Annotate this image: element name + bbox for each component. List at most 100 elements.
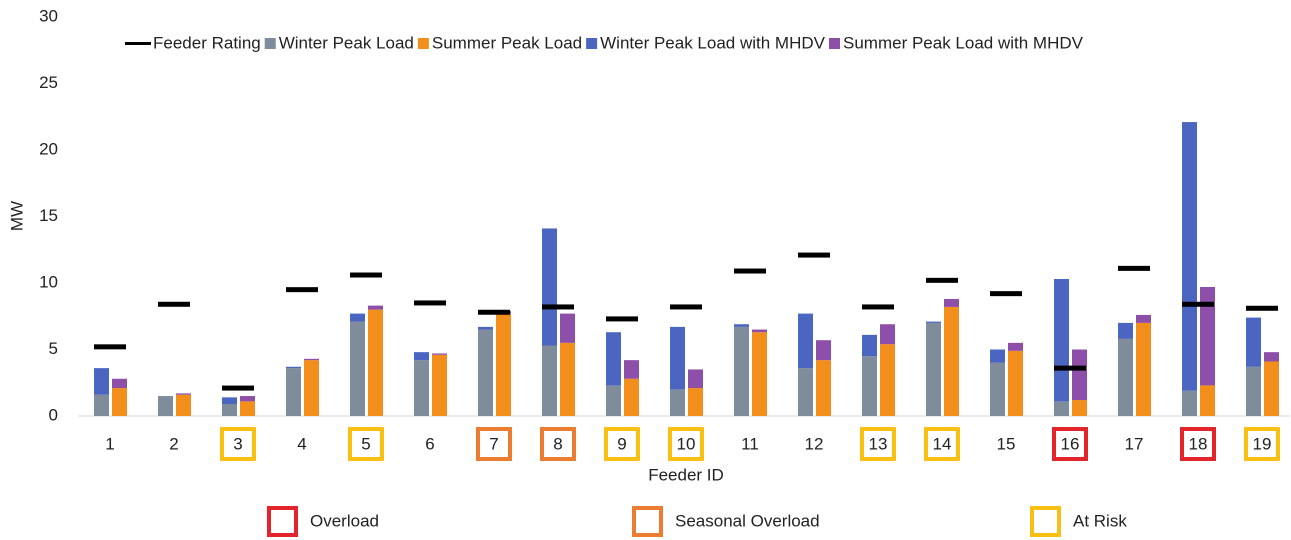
bar-segment <box>478 326 493 330</box>
x-tick-label: 2 <box>169 434 178 453</box>
rating-marker <box>1054 365 1086 371</box>
bar-segment <box>624 360 639 379</box>
bar-segment <box>1246 366 1261 416</box>
bar-segment <box>734 324 749 327</box>
bar-segment <box>414 360 429 416</box>
bar-segment <box>688 369 703 389</box>
rating-marker <box>990 291 1022 297</box>
bar-segment <box>94 394 109 416</box>
bar-segment <box>862 356 877 416</box>
bar-segment <box>1200 385 1215 416</box>
bar-segment <box>990 349 1005 363</box>
rating-marker <box>350 272 382 278</box>
bar-segment <box>176 394 191 416</box>
bar-segment <box>368 305 383 310</box>
bar-segment <box>1054 279 1069 402</box>
legend-label: Winter Peak Load with MHDV <box>600 33 826 52</box>
legend-swatch <box>829 38 840 49</box>
bar-segment <box>944 298 959 307</box>
x-tick-label: 9 <box>617 434 626 453</box>
bar-segment <box>560 342 575 416</box>
legend-swatch <box>125 42 151 45</box>
status-box <box>540 427 576 461</box>
bar-segment <box>350 313 365 322</box>
bar-segment <box>606 385 621 416</box>
bar-segment <box>944 306 959 416</box>
y-axis-title: MW <box>7 201 26 231</box>
x-tick-label: 10 <box>677 434 696 453</box>
status-legend-label: Seasonal Overload <box>675 511 820 530</box>
bar-segment <box>1008 342 1023 351</box>
rating-marker <box>286 287 318 293</box>
x-tick-label: 17 <box>1125 434 1144 453</box>
bar-segment <box>862 334 877 357</box>
bar-segment <box>222 397 237 405</box>
bar-segment <box>816 360 831 416</box>
status-legend-box <box>632 506 663 537</box>
bar-segment <box>560 313 575 343</box>
legend-swatch <box>417 38 429 49</box>
rating-marker <box>542 304 574 310</box>
x-tick-label: 12 <box>805 434 824 453</box>
x-tick-label: 4 <box>297 434 306 453</box>
y-tick-label: 20 <box>39 139 58 158</box>
bar-segment <box>752 329 767 333</box>
bar-segment <box>1072 349 1087 401</box>
status-legend-label: At Risk <box>1073 511 1127 530</box>
bar-segment <box>304 360 319 416</box>
bar-segment <box>240 396 255 402</box>
bar-segment <box>94 368 109 395</box>
bar-segment <box>1200 286 1215 386</box>
y-tick-label: 10 <box>39 272 58 291</box>
bar-segment <box>1264 352 1279 362</box>
rating-marker <box>94 344 126 350</box>
status-box <box>604 427 640 461</box>
x-tick-label: 6 <box>425 434 434 453</box>
status-box <box>348 427 384 461</box>
y-tick-label: 15 <box>39 206 58 225</box>
bar-segment <box>1136 314 1151 323</box>
x-tick-label: 14 <box>933 434 952 453</box>
status-legend-label: Overload <box>310 511 379 530</box>
legend-swatch <box>264 38 276 49</box>
bar-segment <box>606 332 621 386</box>
rating-marker <box>1118 265 1150 271</box>
bar-segment <box>880 324 895 345</box>
status-box <box>924 427 960 461</box>
bar-segment <box>1264 361 1279 416</box>
bar-segment <box>1182 122 1197 391</box>
bar-segment <box>1136 322 1151 416</box>
rating-marker <box>798 252 830 258</box>
x-axis-title: Feeder ID <box>648 465 724 484</box>
bar-segment <box>414 352 429 361</box>
status-box <box>668 427 704 461</box>
rating-marker <box>734 268 766 274</box>
bar-segment <box>798 368 813 416</box>
x-tick-label: 7 <box>489 434 498 453</box>
x-tick-label: 19 <box>1253 434 1272 453</box>
bar-segment <box>688 388 703 416</box>
bar-segment <box>1008 350 1023 416</box>
bar-segment <box>1182 390 1197 416</box>
bar-segment <box>496 313 511 416</box>
bar-segment <box>1118 338 1133 416</box>
bar-segment <box>286 366 301 369</box>
status-box <box>1244 427 1280 461</box>
status-box <box>220 427 256 461</box>
rating-marker <box>862 304 894 310</box>
bar-segment <box>670 326 685 390</box>
x-tick-label: 18 <box>1189 434 1208 453</box>
bar-segment <box>1246 317 1261 367</box>
bar-segment <box>1118 322 1133 339</box>
bar-segment <box>432 354 447 416</box>
bar-segment <box>1072 400 1087 416</box>
x-tick-label: 16 <box>1061 434 1080 453</box>
bar-segment <box>670 389 685 416</box>
status-legend-box <box>1030 506 1061 537</box>
legend-label: Summer Peak Load <box>432 33 582 52</box>
rating-marker <box>414 300 446 306</box>
x-tick-label: 5 <box>361 434 370 453</box>
status-box <box>476 427 512 461</box>
rating-marker <box>478 309 510 315</box>
